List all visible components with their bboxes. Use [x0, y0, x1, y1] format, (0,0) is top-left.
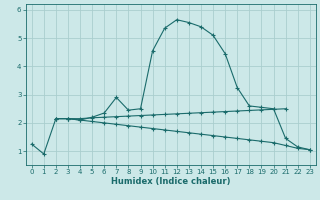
X-axis label: Humidex (Indice chaleur): Humidex (Indice chaleur) — [111, 177, 230, 186]
